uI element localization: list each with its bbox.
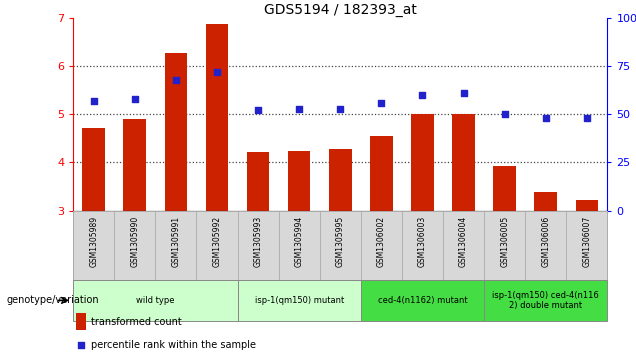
Point	[459, 90, 469, 96]
Text: GSM1306005: GSM1306005	[500, 216, 509, 267]
Bar	[123, 119, 146, 211]
Text: percentile rank within the sample: percentile rank within the sample	[90, 340, 256, 350]
Bar	[484, 280, 607, 321]
Point	[541, 115, 551, 121]
Point	[253, 107, 263, 113]
Text: GSM1305993: GSM1305993	[254, 216, 263, 267]
Bar	[452, 114, 475, 211]
Point	[377, 100, 387, 106]
Point	[212, 69, 222, 75]
Text: GSM1305994: GSM1305994	[294, 216, 303, 267]
Point	[88, 98, 99, 104]
Text: GSM1305989: GSM1305989	[89, 216, 98, 267]
Text: GSM1306004: GSM1306004	[459, 216, 468, 267]
Bar	[247, 152, 270, 211]
Text: wild type: wild type	[136, 296, 174, 305]
Text: GSM1305990: GSM1305990	[130, 216, 139, 267]
Text: transformed count: transformed count	[90, 317, 181, 327]
Text: GSM1305991: GSM1305991	[171, 216, 181, 267]
Point	[417, 92, 427, 98]
Bar	[76, 313, 86, 330]
Title: GDS5194 / 182393_at: GDS5194 / 182393_at	[264, 3, 417, 17]
Text: GSM1306006: GSM1306006	[541, 216, 550, 267]
Bar	[288, 151, 310, 211]
Bar	[361, 280, 484, 321]
Text: genotype/variation: genotype/variation	[6, 295, 99, 305]
Text: GSM1306002: GSM1306002	[377, 216, 386, 267]
Point	[335, 106, 345, 111]
Point	[171, 77, 181, 83]
Bar	[494, 166, 516, 211]
Text: GSM1305992: GSM1305992	[212, 216, 221, 267]
Bar	[237, 280, 361, 321]
Point	[76, 342, 86, 348]
Point	[499, 111, 509, 117]
Text: GSM1306007: GSM1306007	[583, 216, 591, 267]
Point	[130, 96, 140, 102]
Bar	[205, 24, 228, 211]
Text: GSM1305995: GSM1305995	[336, 216, 345, 267]
Text: isp-1(qm150) mutant: isp-1(qm150) mutant	[254, 296, 344, 305]
Text: ced-4(n1162) mutant: ced-4(n1162) mutant	[378, 296, 467, 305]
Bar	[73, 280, 237, 321]
Bar	[576, 200, 598, 211]
Text: isp-1(qm150) ced-4(n116
2) double mutant: isp-1(qm150) ced-4(n116 2) double mutant	[492, 291, 599, 310]
Bar	[411, 114, 434, 211]
Point	[294, 106, 304, 111]
Bar	[165, 53, 187, 211]
Point	[582, 115, 592, 121]
Bar	[83, 128, 105, 211]
Text: GSM1306003: GSM1306003	[418, 216, 427, 267]
Bar	[329, 149, 352, 211]
Bar	[534, 192, 557, 211]
Bar	[370, 135, 392, 211]
